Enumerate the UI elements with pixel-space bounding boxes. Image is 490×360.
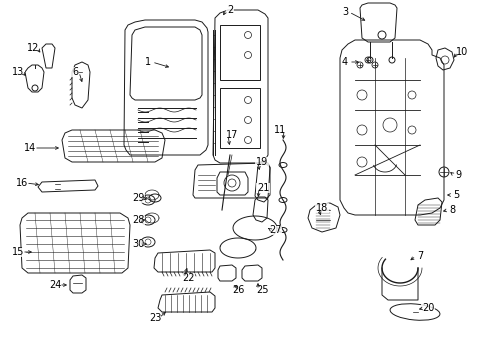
Text: 7: 7 [417, 251, 423, 261]
Text: 30: 30 [132, 239, 144, 249]
Text: 23: 23 [149, 313, 161, 323]
Text: 10: 10 [456, 47, 468, 57]
Text: 1: 1 [145, 57, 151, 67]
Text: 25: 25 [256, 285, 268, 295]
Text: 14: 14 [24, 143, 36, 153]
Text: 15: 15 [12, 247, 24, 257]
Text: 11: 11 [274, 125, 286, 135]
Text: 16: 16 [16, 178, 28, 188]
Text: 12: 12 [27, 43, 39, 53]
Text: 8: 8 [449, 205, 455, 215]
Text: 3: 3 [342, 7, 348, 17]
Text: 17: 17 [226, 130, 238, 140]
Text: 26: 26 [232, 285, 244, 295]
Text: 21: 21 [257, 183, 269, 193]
Text: 27: 27 [269, 225, 281, 235]
Bar [220, 88, 260, 148]
Text: 5: 5 [453, 190, 459, 200]
Text: 19: 19 [256, 157, 268, 167]
Text: 18: 18 [316, 203, 328, 213]
Text: 22: 22 [182, 273, 194, 283]
Text: 24: 24 [49, 280, 61, 290]
Text: 6: 6 [72, 67, 78, 77]
Text: 28: 28 [132, 215, 144, 225]
Text: 4: 4 [342, 57, 348, 67]
Text: 20: 20 [422, 303, 434, 313]
Text: 2: 2 [227, 5, 233, 15]
Text: 9: 9 [455, 170, 461, 180]
Text: 29: 29 [132, 193, 144, 203]
Bar [220, 25, 260, 80]
Text: 13: 13 [12, 67, 24, 77]
